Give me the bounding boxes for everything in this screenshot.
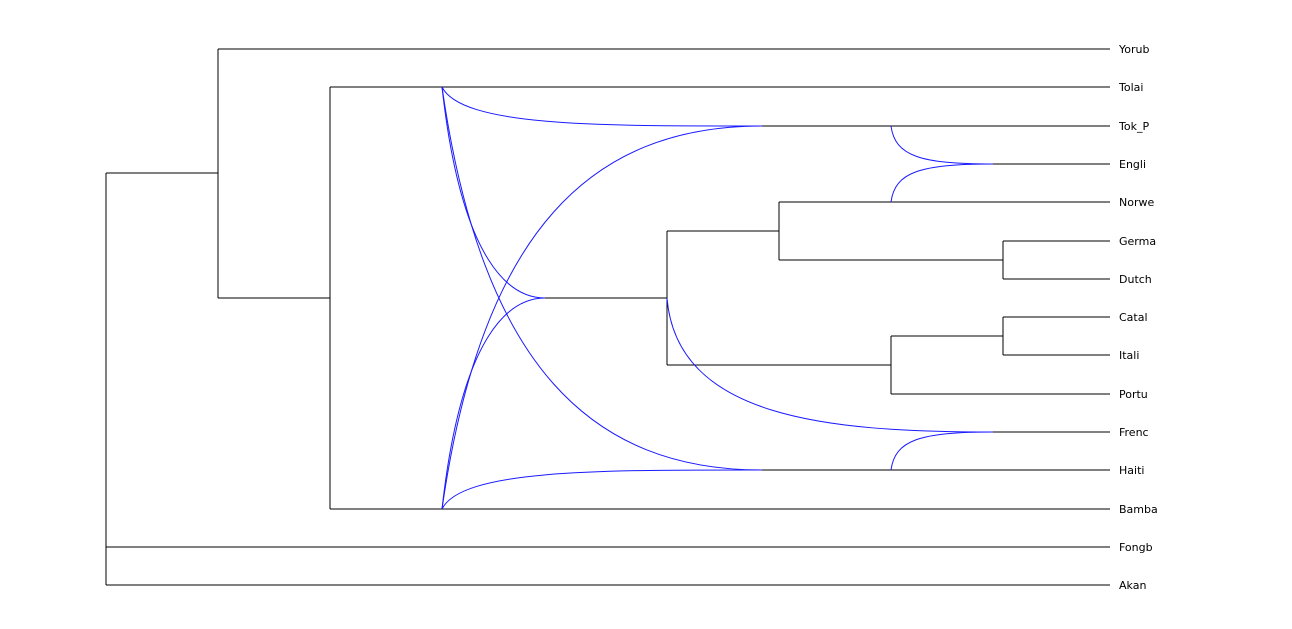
reticulation-haiti-frenc	[890, 431, 994, 471]
reticulation-tolai-haiti	[441, 86, 763, 471]
leaf-label-frenc: Frenc	[1119, 426, 1149, 439]
reticulation-tolai-tokp	[441, 86, 763, 127]
leaf-label-yorub: Yorub	[1118, 43, 1149, 56]
reticulation-tolai-ie	[441, 86, 546, 299]
reticulation-edges	[441, 86, 994, 510]
leaf-label-catal: Catal	[1119, 311, 1148, 324]
leaf-label-dutch: Dutch	[1119, 273, 1152, 286]
leaf-label-tolai: Tolai	[1118, 81, 1143, 94]
leaf-label-fongb: Fongb	[1119, 541, 1153, 554]
leaf-labels: Yorub Tolai Tok_P Engli Norwe Germa Dutch Catal…	[1118, 43, 1158, 592]
reticulation-bamba-tokp	[441, 125, 763, 510]
reticulation-norwe-engli	[890, 163, 994, 203]
reticulation-bamba-ie	[441, 297, 546, 510]
tree-edges	[105, 48, 1110, 586]
leaf-label-portu: Portu	[1119, 388, 1148, 401]
leaf-label-tok_p: Tok_P	[1118, 120, 1149, 133]
leaf-label-itali: Itali	[1119, 349, 1139, 362]
leaf-label-bamba: Bamba	[1119, 503, 1158, 516]
leaf-label-germa: Germa	[1119, 235, 1156, 248]
reticulation-ie-frenc	[666, 297, 994, 433]
leaf-label-norwe: Norwe	[1119, 196, 1154, 209]
leaf-label-akan: Akan	[1119, 579, 1146, 592]
leaf-label-engli: Engli	[1119, 158, 1146, 171]
reticulation-tokp-engli	[890, 125, 994, 165]
leaf-label-haiti: Haiti	[1119, 464, 1144, 477]
reticulation-bamba-haiti	[441, 469, 763, 510]
